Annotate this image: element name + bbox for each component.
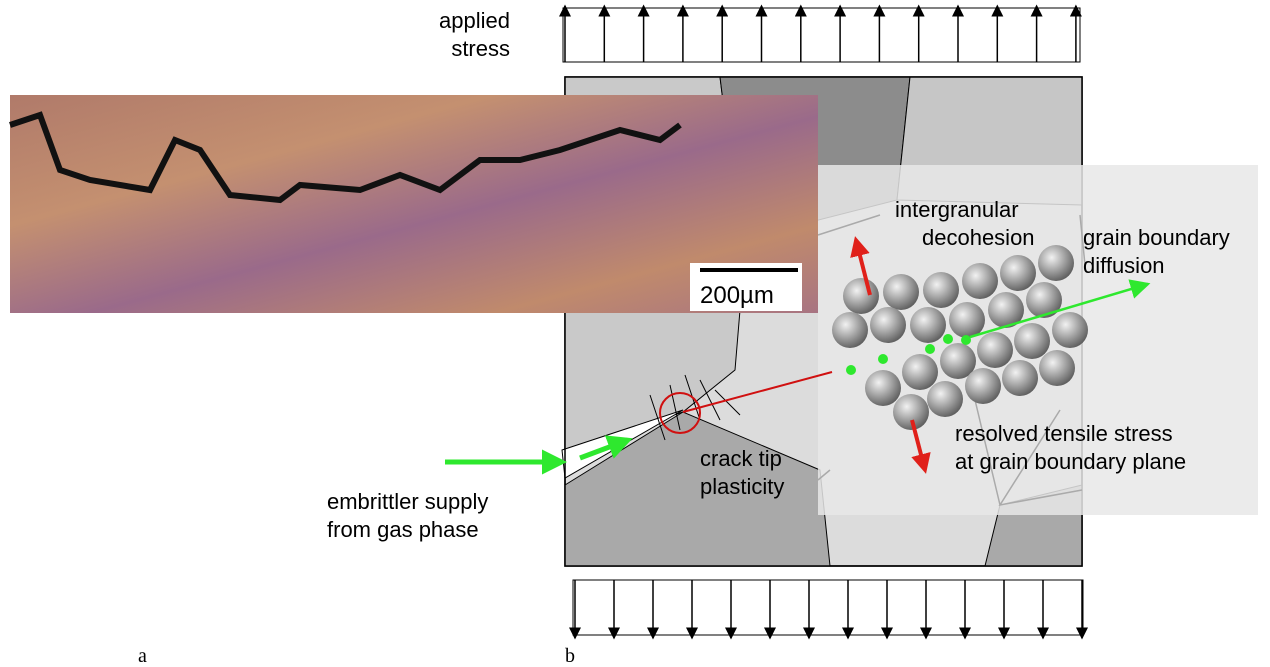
label: intergranular: [895, 197, 1019, 222]
atom: [940, 343, 976, 379]
atom: [1002, 360, 1038, 396]
atom: [962, 263, 998, 299]
crack-tip: [649, 371, 833, 441]
atom: [1052, 312, 1088, 348]
scale-bar-label: 200µm: [700, 282, 774, 309]
atom: [1014, 323, 1050, 359]
atom: [843, 278, 879, 314]
tensile-arrow: [910, 419, 931, 474]
label: stress: [451, 36, 510, 61]
atom: [949, 302, 985, 338]
label: resolved tensile stress: [955, 421, 1173, 446]
label: at grain boundary plane: [955, 449, 1186, 474]
atom: [910, 307, 946, 343]
embrittler-atom: [846, 365, 856, 375]
label: plasticity: [700, 474, 784, 499]
embrittler-atom: [943, 334, 953, 344]
label: decohesion: [922, 225, 1035, 250]
atom: [1039, 350, 1075, 386]
atom: [927, 381, 963, 417]
label: crack tip: [700, 446, 782, 471]
label: applied: [439, 8, 510, 33]
label: from gas phase: [327, 517, 479, 542]
atom: [865, 370, 901, 406]
stress-arrows: [559, 4, 1088, 640]
atom: [1038, 245, 1074, 281]
panel-label: b: [565, 645, 575, 667]
atom: [832, 312, 868, 348]
atom: [923, 272, 959, 308]
embrittler-atom: [961, 335, 971, 345]
atom: [883, 274, 919, 310]
label: embrittler supply: [327, 489, 488, 514]
atom: [1026, 282, 1062, 318]
decohesion-arrow: [850, 236, 872, 296]
label: diffusion: [1083, 253, 1165, 278]
micrograph: 200µm: [9, 95, 818, 313]
embrittler-atom: [925, 344, 935, 354]
atom: [988, 292, 1024, 328]
embrittler-atom: [878, 354, 888, 364]
diffusion-arrow: [969, 279, 1151, 339]
panel-label: a: [138, 645, 147, 667]
label: grain boundary: [1083, 225, 1230, 250]
supply-arrow: [579, 435, 633, 461]
atom: [1000, 255, 1036, 291]
atom: [893, 394, 929, 430]
atoms: [832, 245, 1088, 430]
atom: [965, 368, 1001, 404]
atom: [977, 332, 1013, 368]
atom: [902, 354, 938, 390]
atom: [870, 307, 906, 343]
